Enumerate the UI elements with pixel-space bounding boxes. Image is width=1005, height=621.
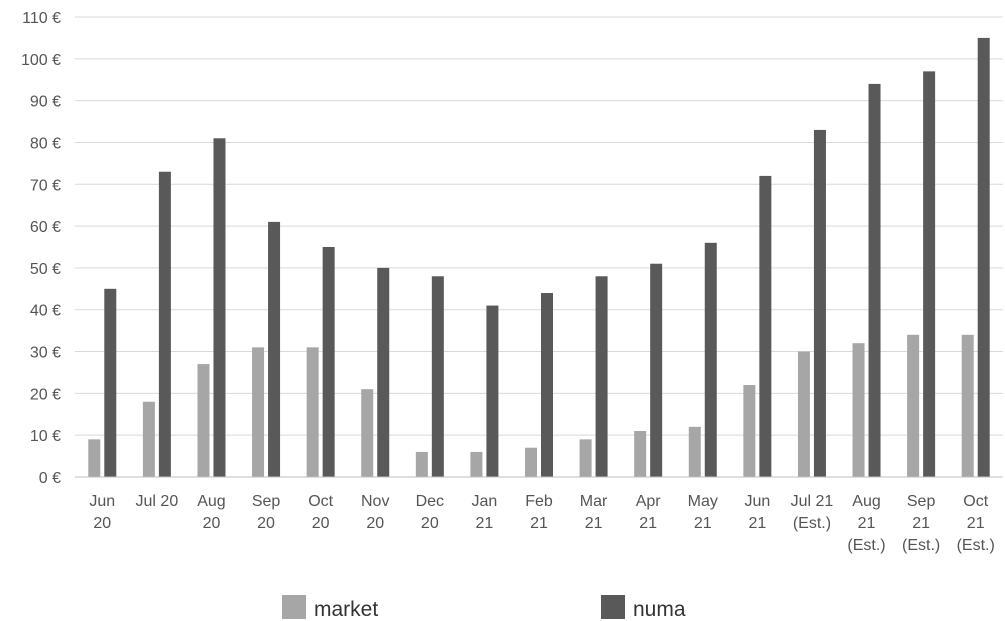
x-tick-label: Jul 20	[136, 493, 179, 510]
x-tick-label: 20	[366, 515, 384, 532]
bar-numa-3	[268, 221, 281, 477]
x-tick-label: 21	[967, 515, 985, 532]
x-tick-label: 21	[858, 515, 876, 532]
x-tick-label: 20	[203, 515, 221, 532]
bar-numa-15	[923, 71, 936, 477]
x-tick-label: Jul 21	[791, 493, 834, 510]
x-tick-label: 20	[93, 515, 111, 532]
x-tick-label: Feb	[525, 493, 553, 510]
bar-numa-0	[104, 288, 117, 477]
x-tick-label: Oct	[963, 493, 988, 510]
y-tick-label: 20 €	[30, 386, 61, 403]
bar-numa-8	[541, 293, 553, 477]
y-tick-label: 110 €	[22, 10, 61, 27]
y-tick-label: 100 €	[21, 52, 61, 69]
x-tick-label: May	[688, 493, 718, 510]
x-tick-label: Jun	[89, 493, 115, 510]
bar-market-3	[252, 347, 265, 477]
bar-numa-13	[813, 129, 826, 477]
x-tick-label: Dec	[416, 493, 444, 510]
y-tick-label: 30 €	[30, 345, 61, 362]
bar-numa-2	[213, 138, 226, 478]
x-tick-label: (Est.)	[957, 537, 995, 554]
x-tick-label: 21	[585, 515, 603, 532]
bar-market-9	[579, 439, 592, 477]
bar-market-10	[634, 431, 647, 477]
bar-numa-9	[595, 276, 608, 477]
x-tick-label: 20	[421, 515, 439, 532]
legend-label-numa: numa	[633, 598, 686, 621]
bar-market-11	[688, 426, 701, 477]
y-tick-label: 50 €	[30, 261, 61, 278]
bar-market-13	[797, 351, 810, 477]
y-tick-label: 60 €	[30, 219, 61, 236]
x-tick-label: Aug	[197, 493, 225, 510]
x-tick-label: Mar	[580, 493, 608, 510]
y-axis: 0 € 10 € 20 € 30 € 40 € 50 € 60 € 70 € 80 € 90 € 1…	[21, 10, 61, 487]
bar-market-6	[415, 451, 428, 477]
legend: market numa	[282, 595, 686, 621]
bar-numa-4	[322, 247, 335, 477]
bar-numa-5	[377, 267, 390, 477]
bar-numa-12	[759, 175, 772, 477]
bars	[88, 37, 990, 478]
x-tick-label: (Est.)	[847, 537, 885, 554]
bar-numa-1	[158, 171, 171, 477]
y-tick-label: 80 €	[30, 135, 61, 152]
grid-lines	[75, 16, 1003, 436]
bar-market-15	[907, 334, 920, 477]
bar-market-8	[525, 447, 537, 477]
bar-market-5	[361, 389, 374, 477]
bar-numa-16	[977, 37, 990, 478]
x-tick-label: 20	[257, 515, 275, 532]
x-tick-label: 21	[639, 515, 657, 532]
bar-market-7	[470, 451, 483, 477]
x-tick-label: 21	[530, 515, 548, 532]
y-tick-label: 10 €	[30, 428, 61, 445]
bar-numa-11	[704, 242, 717, 477]
x-tick-label: Apr	[636, 493, 662, 510]
bar-numa-6	[431, 276, 444, 477]
bar-numa-10	[650, 263, 663, 477]
y-tick-label: 40 €	[30, 303, 61, 320]
x-tick-label: Jan	[472, 493, 498, 510]
bar-market-4	[306, 347, 319, 477]
x-tick-label: Oct	[308, 493, 333, 510]
x-tick-label: 21	[748, 515, 766, 532]
x-tick-label: (Est.)	[902, 537, 940, 554]
bar-market-1	[142, 401, 155, 477]
x-tick-label: Sep	[252, 493, 281, 510]
bar-market-14	[852, 343, 865, 477]
x-tick-label: Aug	[852, 493, 880, 510]
legend-swatch-market	[282, 595, 306, 619]
x-tick-label: Nov	[361, 493, 389, 510]
x-tick-label: (Est.)	[793, 515, 831, 532]
y-tick-label: 90 €	[30, 94, 61, 111]
legend-swatch-numa	[601, 595, 625, 619]
bar-market-16	[961, 334, 974, 477]
bar-market-2	[197, 364, 210, 477]
bar-market-0	[88, 439, 101, 477]
bar-market-12	[743, 385, 756, 477]
x-tick-label: Sep	[907, 493, 936, 510]
bar-numa-7	[486, 305, 499, 477]
x-tick-label: 21	[694, 515, 712, 532]
x-axis: Jun 20 Jul 20 Aug 20 Sep 20 Oct 20 Nov 20 Dec 20 Jan 2…	[89, 493, 994, 554]
bar-numa-14	[868, 83, 881, 477]
x-tick-label: 21	[476, 515, 494, 532]
x-tick-label: 21	[912, 515, 930, 532]
x-tick-label: Jun	[744, 493, 770, 510]
x-tick-label: 20	[312, 515, 330, 532]
legend-label-market: market	[314, 598, 378, 621]
y-tick-label: 0 €	[39, 470, 61, 487]
y-tick-label: 70 €	[30, 177, 61, 194]
